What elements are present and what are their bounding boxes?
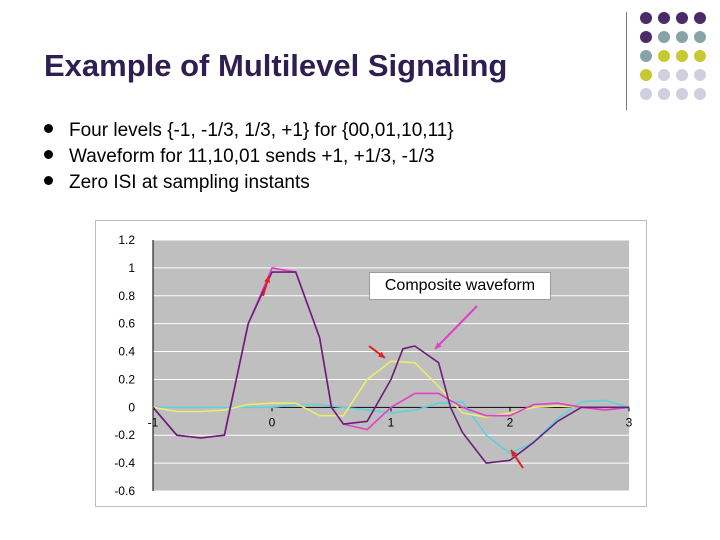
decor-dot: [694, 12, 706, 24]
decor-dot: [658, 50, 670, 62]
decor-dot: [676, 88, 688, 100]
pink-callout-arrow-head: [435, 342, 442, 349]
decor-dot: [640, 12, 652, 24]
decor-dot: [658, 31, 670, 43]
x-tick-label: 0: [269, 415, 276, 429]
decor-dot: [676, 69, 688, 81]
decor-dot: [694, 69, 706, 81]
decor-dot: [694, 50, 706, 62]
decor-dot: [658, 12, 670, 24]
y-tick-label: -0.4: [114, 456, 135, 470]
y-tick-label: -0.2: [114, 428, 135, 442]
x-tick-label: -1: [148, 415, 159, 429]
decor-dot: [640, 31, 652, 43]
x-tick-label: 3: [626, 415, 633, 429]
y-tick-label: 0: [128, 400, 135, 414]
bullet-dot-icon: [44, 124, 53, 134]
y-tick-label: -0.6: [114, 484, 135, 498]
decor-dot: [694, 88, 706, 100]
series-line-composite: [152, 271, 629, 464]
y-tick-label: 1: [128, 261, 135, 275]
bullet-dot-icon: [44, 176, 53, 186]
x-tick-label: 1: [388, 415, 395, 429]
decorative-vertical-line: [626, 12, 627, 110]
decor-dot: [658, 69, 670, 81]
bullet-text: Waveform for 11,10,01 sends +1, +1/3, -1…: [69, 146, 435, 167]
red-arrow-peak2-head: [378, 351, 385, 358]
series-line-pulse2: [152, 360, 629, 418]
bullet-text: Four levels {-1, -1/3, 1/3, +1} for {00,…: [69, 120, 454, 141]
bullet-item: Zero ISI at sampling instants: [44, 170, 454, 196]
waveform-chart: 1.2 1 0.8 0.6 0.4 0.2 0 -0.2 -0.4 -0.6 -1 0 1 2 3: [114, 233, 633, 498]
y-tick-label: 0.4: [118, 345, 135, 359]
red-arrow-trough-head: [511, 450, 518, 457]
bullet-text: Zero ISI at sampling instants: [69, 172, 310, 193]
decor-dot: [640, 50, 652, 62]
slide-title: Example of Multilevel Signaling: [44, 48, 508, 83]
bullet-item: Waveform for 11,10,01 sends +1, +1/3, -1…: [44, 144, 454, 170]
y-tick-label: 0.2: [118, 372, 135, 386]
x-tick-label: 2: [507, 415, 514, 429]
y-tick-label: 0.8: [118, 289, 135, 303]
bullet-dot-icon: [44, 150, 53, 160]
decor-dot: [676, 50, 688, 62]
decor-dot: [658, 88, 670, 100]
decorative-dot-grid: [640, 12, 706, 100]
decor-dot: [676, 31, 688, 43]
red-arrow-peak1-head: [264, 276, 271, 283]
series-line-pulse3: [153, 399, 630, 455]
pink-callout-arrow: [434, 305, 478, 350]
decor-dot: [640, 88, 652, 100]
bullet-list: Four levels {-1, -1/3, 1/3, +1} for {00,…: [44, 118, 454, 196]
y-tick-label: 1.2: [118, 233, 135, 247]
decor-dot: [640, 69, 652, 81]
decor-dot: [694, 31, 706, 43]
bullet-item: Four levels {-1, -1/3, 1/3, +1} for {00,…: [44, 118, 454, 144]
decor-dot: [676, 12, 688, 24]
y-tick-label: 0.6: [118, 317, 135, 331]
composite-waveform-label: Composite waveform: [369, 272, 551, 300]
